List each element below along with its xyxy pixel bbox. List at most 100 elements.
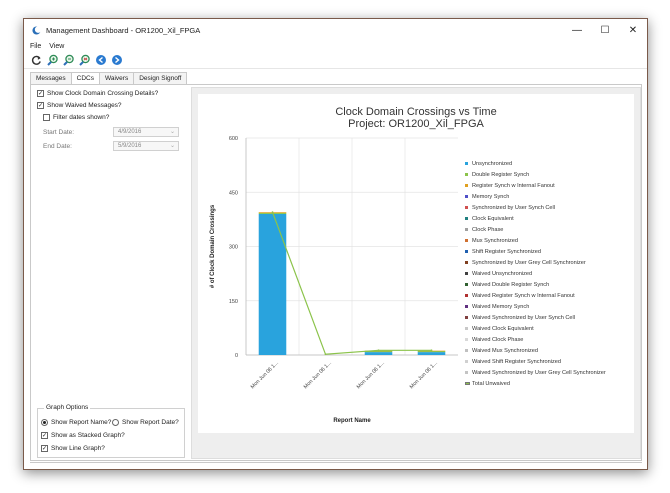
- tab-messages[interactable]: Messages: [30, 72, 72, 84]
- legend-item: Waived Clock Equivalent: [465, 323, 606, 334]
- legend-label: Waived Clock Equivalent: [472, 325, 534, 332]
- show-details-checkbox[interactable]: ✓: [37, 90, 44, 97]
- show-waived-checkbox[interactable]: ✓: [37, 102, 44, 109]
- minimize-button[interactable]: —: [572, 24, 582, 36]
- legend-swatch: [465, 349, 468, 352]
- end-date-picker[interactable]: 5/9/2016 ⌄: [113, 141, 179, 151]
- start-date-value: 4/9/2016: [118, 129, 142, 135]
- zoom-out-button[interactable]: [62, 54, 75, 67]
- legend-label: Waived Shift Register Synchronized: [472, 358, 562, 365]
- total-unwaived-point: [430, 349, 433, 352]
- legend-swatch: [465, 206, 468, 209]
- total-unwaived-point: [324, 353, 327, 356]
- legend-label: Register Synch w Internal Fanout: [472, 182, 555, 189]
- legend-label: Memory Synch: [472, 193, 510, 200]
- forward-button[interactable]: [110, 54, 123, 67]
- show-line-option[interactable]: ✓ Show Line Graph?: [41, 445, 105, 452]
- end-date-value: 5/9/2016: [118, 143, 142, 149]
- options-panel: ✓ Show Clock Domain Crossing Details? ✓ …: [33, 87, 185, 459]
- y-tick-label: 450: [229, 190, 238, 196]
- show-report-name-label: Show Report Name?: [51, 419, 112, 426]
- legend-item: Shift Register Synchronized: [465, 246, 606, 257]
- start-date-picker[interactable]: 4/9/2016 ⌄: [113, 127, 179, 137]
- zoom-fit-button[interactable]: [78, 54, 91, 67]
- legend-swatch: [465, 261, 468, 264]
- legend-swatch: [465, 294, 468, 297]
- refresh-icon: [31, 55, 41, 65]
- zoom-in-button[interactable]: [46, 54, 59, 67]
- legend-label: Waived Synchronized by User Synch Cell: [472, 314, 576, 321]
- tab-waivers[interactable]: Waivers: [98, 72, 135, 84]
- status-bar: [30, 462, 642, 468]
- forward-icon: [111, 55, 122, 65]
- show-report-name-option[interactable]: Show Report Name?: [41, 419, 111, 426]
- start-date-label: Start Date:: [43, 128, 75, 136]
- legend-item: Memory Synch: [465, 191, 606, 202]
- filter-dates-checkbox[interactable]: [43, 114, 50, 121]
- zoom-fit-icon: [78, 54, 90, 66]
- legend-item: Waived Unsynchronized: [465, 268, 606, 279]
- chevron-down-icon: ⌄: [169, 143, 175, 149]
- legend-swatch: [465, 239, 468, 242]
- legend-label: Synchronized by User Grey Cell Synchroni…: [472, 259, 586, 266]
- end-date-row: End Date: 5/9/2016 ⌄: [43, 141, 179, 151]
- show-line-checkbox[interactable]: ✓: [41, 445, 48, 452]
- chart-subtitle: Project: OR1200_Xil_FPGA: [348, 118, 484, 130]
- graph-options-group: Graph Options Show Report Name? Show Rep…: [37, 404, 185, 458]
- legend-item: Clock Equivalent: [465, 213, 606, 224]
- legend-swatch: [465, 327, 468, 330]
- legend-item: Synchronized by User Grey Cell Synchroni…: [465, 257, 606, 268]
- back-button[interactable]: [94, 54, 107, 67]
- show-report-date-option[interactable]: Show Report Date?: [112, 419, 179, 426]
- x-tick-label: Mon Jun 06 1...: [303, 360, 333, 390]
- y-axis-label: # of Clock Domain Crossings: [210, 204, 216, 288]
- legend-label: Waived Clock Phase: [472, 336, 524, 343]
- show-details-option[interactable]: ✓ Show Clock Domain Crossing Details?: [37, 90, 158, 97]
- show-line-label: Show Line Graph?: [51, 445, 105, 452]
- legend-swatch: [465, 283, 468, 286]
- bar-segment: [364, 351, 393, 353]
- tab-design-signoff[interactable]: Design Signoff: [133, 72, 188, 84]
- legend-item: Unsynchronized: [465, 158, 606, 169]
- end-date-label: End Date:: [43, 142, 72, 150]
- show-details-label: Show Clock Domain Crossing Details?: [47, 90, 159, 97]
- app-moon-icon: [32, 25, 41, 35]
- legend-label: Waived Synchronized by User Grey Cell Sy…: [472, 369, 606, 376]
- legend-swatch: [465, 250, 468, 253]
- legend-label: Waived Unsynchronized: [472, 270, 533, 277]
- chart-area: Clock Domain Crossings vs Time Project: …: [191, 87, 641, 459]
- show-waived-option[interactable]: ✓ Show Waived Messages?: [37, 102, 122, 109]
- legend-swatch: [465, 360, 468, 363]
- menu-view[interactable]: View: [49, 43, 65, 50]
- legend-item: Waived Synchronized by User Synch Cell: [465, 312, 606, 323]
- legend-swatch: [465, 184, 468, 187]
- maximize-button[interactable]: ☐: [600, 24, 610, 36]
- legend-item: Waived Clock Phase: [465, 334, 606, 345]
- show-report-name-radio[interactable]: [41, 419, 48, 426]
- menu-file[interactable]: File: [30, 43, 42, 50]
- y-tick-label: 150: [229, 299, 238, 305]
- show-stacked-checkbox[interactable]: ✓: [41, 432, 48, 439]
- legend-item: Synchronized by User Synch Cell: [465, 202, 606, 213]
- legend-item: Waived Synchronized by User Grey Cell Sy…: [465, 367, 606, 378]
- x-axis-label: Report Name: [333, 418, 371, 424]
- bar-segment: [417, 352, 446, 355]
- filter-dates-label: Filter dates shown?: [53, 114, 110, 121]
- legend-label: Synchronized by User Synch Cell: [472, 204, 556, 211]
- legend-swatch: [465, 173, 468, 176]
- back-icon: [95, 55, 106, 65]
- show-stacked-option[interactable]: ✓ Show as Stacked Graph?: [41, 432, 125, 439]
- legend-item: Waived Register Synch w Internal Fanout: [465, 290, 606, 301]
- legend-item: Double Register Synch: [465, 169, 606, 180]
- cdc-tab-content: ✓ Show Clock Domain Crossing Details? ✓ …: [30, 84, 642, 461]
- show-report-date-radio[interactable]: [112, 419, 119, 426]
- legend-item: Mux Synchronized: [465, 235, 606, 246]
- total-unwaived-point: [377, 349, 380, 352]
- refresh-button[interactable]: [30, 54, 43, 67]
- close-button[interactable]: ✕: [628, 24, 638, 36]
- filter-dates-option[interactable]: Filter dates shown?: [43, 114, 109, 121]
- toolbar: [24, 52, 647, 69]
- legend-item: Waived Shift Register Synchronized: [465, 356, 606, 367]
- x-tick-label: Mon Jun 06 1...: [409, 360, 439, 390]
- legend-item: Waived Double Register Synch: [465, 279, 606, 290]
